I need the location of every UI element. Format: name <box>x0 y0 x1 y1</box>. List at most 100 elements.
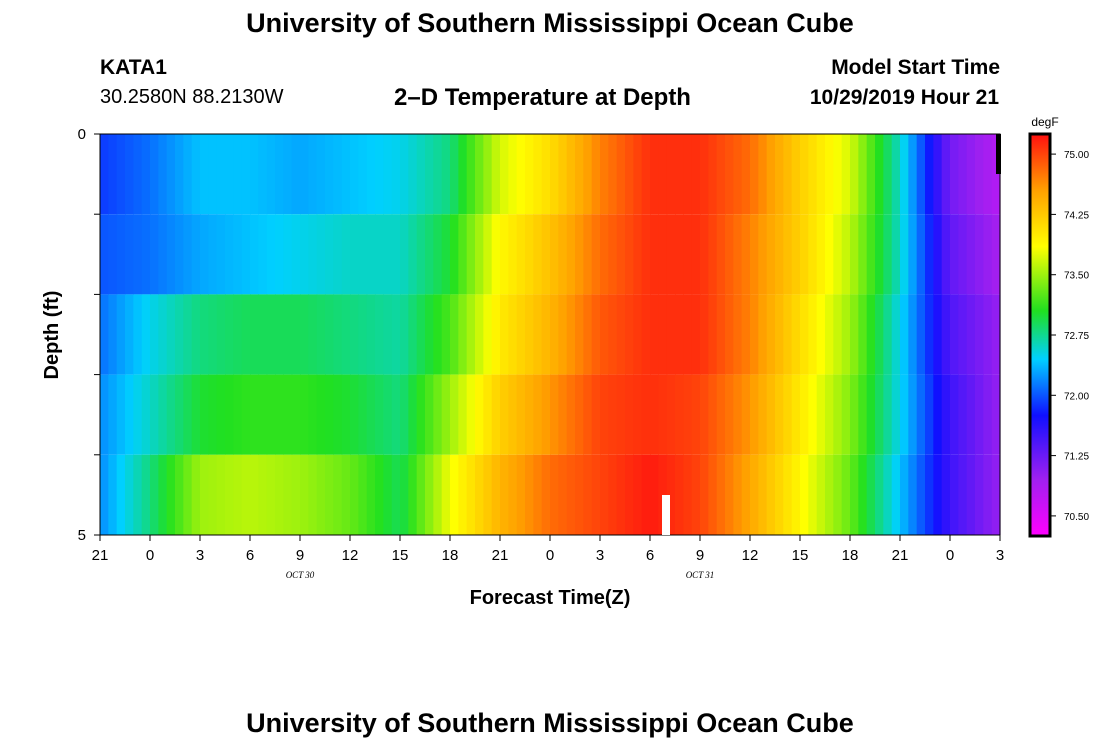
x-tick-label: 3 <box>196 547 204 564</box>
x-axis-label: Forecast Time(Z) <box>470 587 631 609</box>
heat-cell <box>441 454 451 535</box>
colorbar-tick-label: 70.50 <box>1064 512 1089 523</box>
x-tick-label: 21 <box>892 547 909 564</box>
heat-cell <box>875 134 884 215</box>
heat-cell <box>566 454 576 535</box>
heat-cell <box>216 134 226 215</box>
heat-cell <box>775 294 784 375</box>
heat-cell <box>225 214 234 295</box>
heat-cell <box>525 134 534 215</box>
heat-cell <box>325 454 334 535</box>
heat-cell <box>991 294 1001 375</box>
heat-cell <box>733 214 743 295</box>
heat-cell <box>908 454 918 535</box>
heat-cell <box>925 214 934 295</box>
heat-cell <box>208 214 218 295</box>
x-tick-label: 6 <box>246 547 254 564</box>
heat-cell <box>491 134 501 215</box>
heat-cell <box>583 294 593 375</box>
heat-cell <box>591 294 601 375</box>
heat-cell <box>141 214 151 295</box>
heat-cell <box>541 134 551 215</box>
colorbar-tick-label: 73.50 <box>1064 271 1089 282</box>
heat-cell <box>900 214 909 295</box>
heat-cell <box>116 134 126 215</box>
heat-cell <box>658 454 668 535</box>
heat-cell <box>308 374 318 455</box>
heat-cell <box>783 454 793 535</box>
heat-cell <box>791 454 801 535</box>
heat-cell <box>233 294 243 375</box>
heat-cell <box>775 214 784 295</box>
heat-cell <box>825 294 834 375</box>
heat-cell <box>241 454 251 535</box>
heat-cell <box>116 214 126 295</box>
heat-cell <box>675 294 684 375</box>
heat-cell <box>758 374 768 455</box>
heat-cell <box>866 374 876 455</box>
heat-cell <box>900 134 909 215</box>
heat-cell <box>433 294 443 375</box>
heat-cell <box>733 454 743 535</box>
heat-cell <box>750 454 759 535</box>
heat-cell <box>216 374 226 455</box>
heat-cell <box>683 454 693 535</box>
heat-cell <box>583 374 593 455</box>
heat-cell <box>950 134 959 215</box>
heat-cell <box>608 134 618 215</box>
heat-cell <box>458 294 468 375</box>
heat-cell <box>466 214 476 295</box>
heat-cell <box>383 454 393 535</box>
heat-cell <box>833 134 843 215</box>
date-label: OCT 30 <box>286 570 315 580</box>
heat-cell <box>491 294 501 375</box>
heat-cell <box>783 294 793 375</box>
heat-cell <box>350 294 359 375</box>
heat-cell <box>533 214 543 295</box>
heat-cell <box>516 214 526 295</box>
heat-cell <box>958 374 968 455</box>
heat-cell <box>550 134 559 215</box>
heat-cell <box>425 214 434 295</box>
model-start-time: 10/29/2019 Hour 21 <box>809 86 999 109</box>
heat-cell <box>225 454 234 535</box>
heat-cell <box>516 294 526 375</box>
heat-cell <box>608 454 618 535</box>
heat-cell <box>508 374 518 455</box>
colorbar-gradient <box>1028 132 1052 538</box>
heat-cell <box>133 374 143 455</box>
heat-cell <box>241 214 251 295</box>
heat-cell <box>133 134 143 215</box>
heat-cell <box>950 454 959 535</box>
heat-cell <box>450 454 459 535</box>
heat-cell <box>666 454 676 535</box>
heat-cell <box>308 134 318 215</box>
heat-cell <box>691 134 701 215</box>
heat-cell <box>316 134 326 215</box>
heat-cell <box>641 294 651 375</box>
heat-cell <box>941 454 951 535</box>
heat-cell <box>266 214 276 295</box>
heat-cell <box>258 454 268 535</box>
heat-cell <box>841 214 851 295</box>
heat-cell <box>408 454 418 535</box>
heat-cell <box>375 454 384 535</box>
heat-cell <box>425 294 434 375</box>
heat-cell <box>766 294 776 375</box>
heat-cell <box>500 454 509 535</box>
heat-cell <box>991 454 1001 535</box>
heat-cell <box>375 374 384 455</box>
heat-cell <box>275 454 284 535</box>
heat-cell <box>983 134 993 215</box>
heat-cell <box>200 134 209 215</box>
heat-cell <box>208 134 218 215</box>
heat-cell <box>750 374 759 455</box>
y-axis-label: Depth (ft) <box>41 291 63 380</box>
heat-cell <box>916 134 926 215</box>
heat-cell <box>608 374 618 455</box>
heat-cell <box>391 374 401 455</box>
heat-cell <box>891 374 901 455</box>
heat-cell <box>825 134 834 215</box>
heat-cell <box>475 374 484 455</box>
heat-cell <box>558 374 568 455</box>
